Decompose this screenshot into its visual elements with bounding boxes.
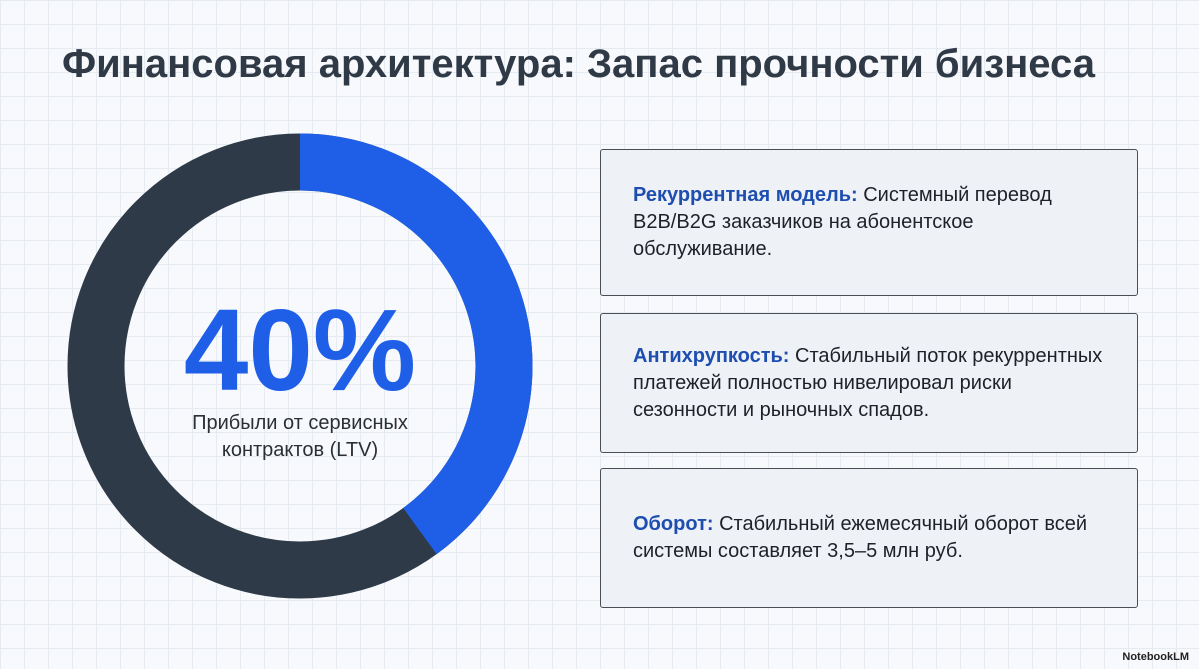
- card-body: Стабильный поток рекуррентных платежей п…: [633, 344, 1103, 421]
- card-text: Оборот: Стабильный ежемесячный оборот вс…: [633, 511, 1117, 565]
- info-card: Оборот: Стабильный ежемесячный оборот вс…: [600, 468, 1138, 608]
- card-body: Стабильный ежемесячный оборот всей систе…: [633, 513, 1088, 562]
- donut-segment: [299, 133, 533, 555]
- donut-chart: [67, 133, 533, 599]
- card-text: Антихрупкость: Стабильный поток рекуррен…: [633, 343, 1117, 424]
- card-label: Оборот:: [633, 513, 714, 535]
- card-text: Рекуррентная модель: Системный перевод B…: [633, 182, 1117, 263]
- slide-title: Финансовая архитектура: Запас прочности …: [62, 42, 1095, 86]
- card-label: Рекуррентная модель:: [633, 184, 858, 206]
- center-label: Прибыли от сервисных контрактов (LTV): [192, 412, 408, 461]
- watermark: NotebookLM: [1122, 651, 1189, 663]
- card-label: Антихрупкость:: [633, 344, 790, 367]
- card-body: Системный перевод B2B/B2G заказчиков на …: [633, 184, 1052, 260]
- value-label: 40%: [183, 285, 417, 415]
- info-card: Антихрупкость: Стабильный поток рекуррен…: [600, 313, 1138, 453]
- info-card: Рекуррентная модель: Системный перевод B…: [600, 149, 1138, 296]
